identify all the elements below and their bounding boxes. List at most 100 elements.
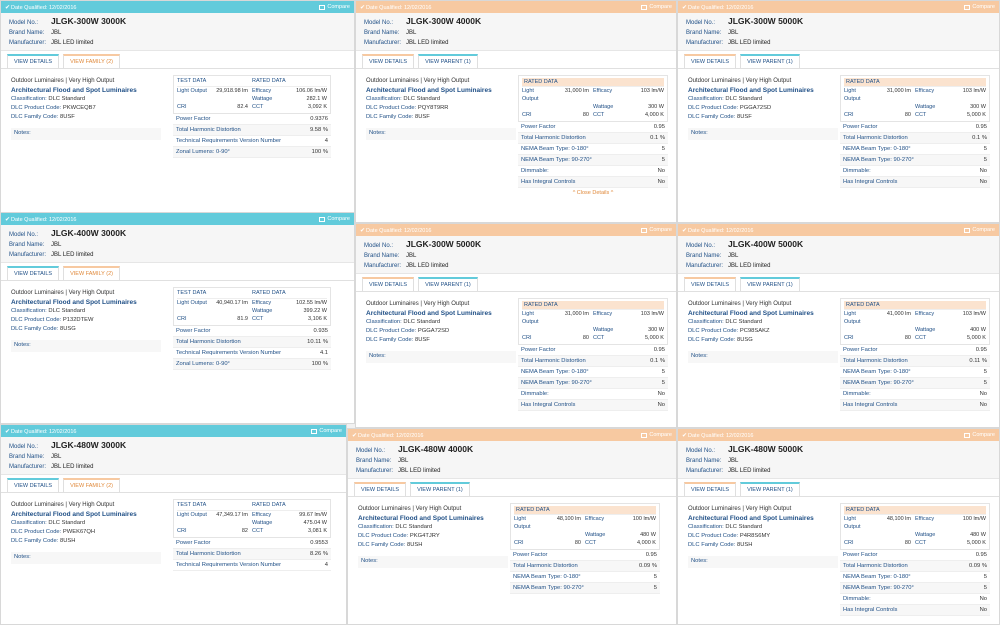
brand-name: JBL: [51, 454, 62, 460]
cct-label: CCT: [592, 335, 605, 341]
spec-row: Total Harmonic Distortion 0.1 %: [518, 133, 668, 144]
manufacturer-label: Manufacturer:: [9, 464, 47, 470]
date-qualified-label: Date Qualified: 12/02/2016: [688, 4, 754, 11]
check-icon: ✔: [5, 428, 11, 435]
spec-row: Power Factor 0.95: [518, 345, 668, 356]
compare-checkbox[interactable]: Compare: [964, 4, 995, 10]
tab-view-details[interactable]: VIEW DETAILS: [684, 54, 737, 68]
family-code-value: 8USG: [736, 337, 753, 343]
spec-value: No: [657, 179, 665, 185]
check-icon: ✔: [360, 227, 366, 234]
brand-name-label: Brand Name:: [364, 30, 400, 36]
performance-data: RATED DATA Light Output 31,000 lm Efficac…: [518, 298, 668, 411]
spec-row: NEMA Beam Type: 90-270° 5: [840, 583, 990, 594]
card-body: Outdoor Luminaires | Very High Output Ar…: [1, 69, 354, 158]
manufacturer-name: JBL LED limited: [406, 263, 449, 269]
compare-checkbox[interactable]: Compare: [641, 4, 672, 10]
data-header: RATED DATA: [522, 78, 664, 87]
card-body: Outdoor Luminaires | Very High Output Ar…: [356, 69, 676, 196]
tab-view-parent[interactable]: VIEW PARENT (1): [740, 482, 800, 496]
tab-view-parent[interactable]: VIEW PARENT (1): [740, 54, 800, 68]
spacer: [550, 326, 593, 334]
product-card-3: ✔Date Qualified: 12/02/2016 Compare Mode…: [677, 0, 1000, 223]
cri-label: CRI: [844, 540, 854, 546]
spacer: [177, 307, 207, 315]
tab-view-details[interactable]: VIEW DETAILS: [7, 54, 60, 68]
tab-view-details[interactable]: VIEW DETAILS: [7, 478, 60, 492]
wattage-label: Wattage: [914, 532, 936, 538]
tab-view-details[interactable]: VIEW DETAILS: [7, 266, 60, 280]
manufacturer-name: JBL LED limited: [406, 40, 449, 46]
wattage-label: Wattage: [252, 308, 273, 314]
spec-value: 5: [661, 380, 665, 386]
product-info: Outdoor Luminaires | Very High Output Ar…: [366, 300, 516, 363]
family-code-row: DLC Family Code: 8USG: [688, 336, 838, 345]
manufacturer-label: Manufacturer:: [364, 263, 402, 269]
spec-row: Technical Requirements Version Number 4.1: [173, 348, 331, 359]
date-qualified-label: Date Qualified: 12/02/2016: [688, 227, 754, 234]
model-no-label: Model No.:: [686, 448, 716, 454]
spec-label: Technical Requirements Version Number: [176, 350, 282, 356]
tab-view-family[interactable]: VIEW FAMILY (2): [63, 478, 120, 492]
card-top-bar: ✔Date Qualified: 12/02/2016 Compare: [356, 224, 676, 236]
tab-view-parent[interactable]: VIEW PARENT (1): [740, 277, 800, 291]
spec-list: Power Factor 0.95 Total Harmonic Distortio…: [840, 550, 990, 616]
product-code-value: PKG4TJRY: [409, 533, 440, 539]
tab-view-details[interactable]: VIEW DETAILS: [684, 482, 737, 496]
spec-label: Dimmable:: [843, 391, 871, 397]
spec-label: Power Factor: [513, 552, 548, 558]
product-info: Outdoor Luminaires | Very High Output Ar…: [688, 300, 838, 363]
card-tabs: VIEW DETAILS VIEW PARENT (1): [678, 479, 999, 497]
light-output-label: Light Output: [177, 88, 207, 94]
cri-value: 80: [582, 335, 589, 341]
tab-view-parent[interactable]: VIEW PARENT (1): [418, 277, 478, 291]
tab-view-details[interactable]: VIEW DETAILS: [684, 277, 737, 291]
spec-value: No: [979, 596, 987, 602]
compare-checkbox[interactable]: Compare: [319, 4, 350, 10]
spec-list: Power Factor 0.9376 Total Harmonic Distort…: [173, 114, 331, 158]
tab-view-family[interactable]: VIEW FAMILY (2): [63, 266, 120, 280]
model-number: JLGK-480W 3000K: [51, 440, 127, 450]
data-box: RATED DATA Light Output 41,000 lm Efficac…: [840, 298, 990, 345]
tab-view-parent[interactable]: VIEW PARENT (1): [410, 482, 470, 496]
tab-view-parent[interactable]: VIEW PARENT (1): [418, 54, 478, 68]
compare-checkbox[interactable]: Compare: [964, 432, 995, 438]
compare-checkbox[interactable]: Compare: [311, 428, 342, 434]
tab-view-details[interactable]: VIEW DETAILS: [362, 277, 415, 291]
family-code-row: DLC Family Code: 8USF: [11, 113, 161, 122]
spec-value: No: [979, 607, 987, 613]
rated-data-header: RATED DATA: [516, 507, 550, 513]
classification-value: DLC Standard: [725, 319, 763, 325]
compare-checkbox[interactable]: Compare: [964, 227, 995, 233]
compare-checkbox[interactable]: Compare: [641, 227, 672, 233]
close-details-link[interactable]: ^ Close Details ^: [572, 190, 614, 196]
data-header: TEST DATA RATED DATA: [177, 290, 327, 299]
tab-view-details[interactable]: VIEW DETAILS: [362, 54, 415, 68]
cri-value: 80: [904, 540, 911, 546]
spec-value: 4.1: [319, 350, 328, 356]
data-row-2: Wattage 480 W: [844, 531, 986, 539]
tab-view-family[interactable]: VIEW FAMILY (2): [63, 54, 120, 68]
date-qualified-label: Date Qualified: 12/02/2016: [11, 216, 77, 223]
compare-checkbox[interactable]: Compare: [641, 432, 672, 438]
performance-data: RATED DATA Light Output 31,000 lm Efficac…: [840, 75, 990, 188]
spec-label: Total Harmonic Distortion: [521, 135, 586, 141]
spec-value: 0.11 %: [969, 358, 987, 364]
family-code-label: DLC Family Code:: [358, 542, 406, 548]
checkbox-icon: [641, 227, 648, 233]
classification-value: DLC Standard: [725, 96, 763, 102]
tab-view-details[interactable]: VIEW DETAILS: [354, 482, 407, 496]
spec-row: NEMA Beam Type: 0-180° 5: [518, 367, 668, 378]
spec-list: Power Factor 0.95 Total Harmonic Distortio…: [840, 345, 990, 411]
cct-value: 4,000 K: [637, 540, 656, 546]
spec-list: Power Factor 0.9553 Total Harmonic Distort…: [173, 538, 331, 571]
checkbox-icon: [641, 432, 648, 438]
brand-name: JBL: [51, 30, 62, 36]
brand-name: JBL: [406, 253, 417, 259]
date-qualified: ✔Date Qualified: 12/02/2016: [5, 428, 76, 435]
cct-label: CCT: [914, 540, 927, 546]
compare-checkbox[interactable]: Compare: [319, 216, 350, 222]
product-code-label: DLC Product Code:: [688, 328, 739, 334]
cct-label: CCT: [252, 316, 264, 322]
data-box: TEST DATA RATED DATA Light Output 29,918.9…: [173, 75, 331, 114]
